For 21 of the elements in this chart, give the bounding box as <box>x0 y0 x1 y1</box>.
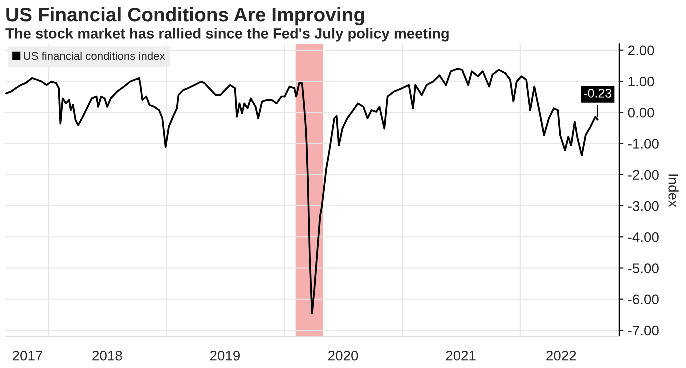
x-tick-label: 2020 <box>328 350 358 361</box>
x-tick-label: 2019 <box>210 350 240 361</box>
legend-label: US financial conditions index <box>24 52 166 60</box>
x-tick-label: 2018 <box>92 350 122 361</box>
y-tick-label: -5.00 <box>628 264 659 274</box>
x-tick-label: 2022 <box>546 350 576 361</box>
y-axis-title: Index <box>668 174 679 208</box>
y-tick-label: -3.00 <box>628 201 659 212</box>
annotation: -0.23 <box>584 89 612 98</box>
chart-title: US Financial Conditions Are Improving <box>6 7 364 26</box>
y-tick-label: 2.00 <box>628 46 654 56</box>
y-tick-label: -7.00 <box>628 326 659 336</box>
chart-subtitle: The stock market has rallied since the Fed's July policy meeting <box>6 28 449 42</box>
y-tick-label: -2.00 <box>628 170 659 180</box>
y-tick-label: -4.00 <box>628 232 659 242</box>
y-tick-label: -1.00 <box>628 139 659 149</box>
y-tick-label: 0.00 <box>628 108 654 118</box>
x-tick-label: 2017 <box>13 350 43 361</box>
y-tick-label: -6.00 <box>628 294 659 305</box>
y-tick-label: 1.00 <box>628 76 654 87</box>
x-tick-label: 2021 <box>446 350 476 361</box>
